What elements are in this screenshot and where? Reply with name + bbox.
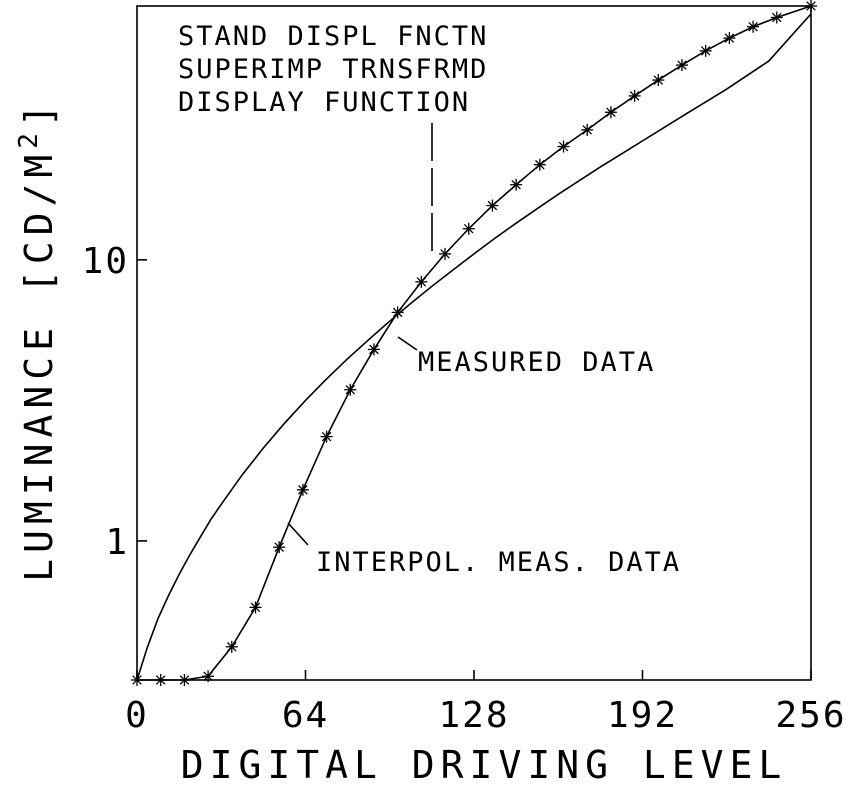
measured-markers (131, 0, 817, 686)
marker-stroke (321, 431, 332, 442)
marker-stroke (629, 91, 640, 101)
marker-stroke (535, 159, 545, 170)
y-axis-title: LUMINANCE [CD/M2] (14, 98, 61, 582)
marker-stroke (392, 307, 403, 318)
x-tick-label-0: 0 (125, 695, 149, 736)
measured-point (178, 674, 191, 686)
marker-stroke (369, 344, 379, 355)
y-tick-label-10: 10 (82, 241, 129, 282)
measured-point (723, 32, 736, 45)
marker-stroke (298, 485, 308, 495)
marker-stroke (606, 107, 616, 118)
measured-point (581, 123, 594, 136)
x-tick-labels: 0 64 128 192 256 (125, 695, 846, 736)
measured-point (604, 106, 617, 119)
measured-point (486, 199, 499, 212)
measured-point (462, 222, 475, 235)
y-tick-labels: 1 10 (82, 241, 129, 563)
x-tick-label-192: 192 (607, 695, 678, 736)
measured-point (344, 383, 357, 396)
measured-point (770, 11, 783, 24)
measured-point (557, 140, 570, 153)
measured-point (805, 0, 817, 12)
y-axis-title-main: LUMINANCE [CD/M (17, 149, 61, 582)
marker-stroke (558, 141, 569, 152)
marker-stroke (511, 179, 521, 190)
marker-stroke (250, 602, 261, 613)
measured-point (628, 89, 641, 102)
marker-stroke (132, 675, 142, 685)
measured-point (439, 247, 452, 260)
measured-point (273, 541, 286, 554)
y-ticks (137, 259, 147, 542)
marker-stroke (345, 384, 356, 395)
marker-stroke (771, 12, 782, 23)
x-tick-label-128: 128 (438, 695, 509, 736)
marker-stroke (806, 1, 816, 11)
annotation-interpolated-leader (287, 522, 309, 546)
measured-point (533, 158, 546, 171)
measured-point (391, 306, 404, 319)
annotation-standard-line1: STAND DISPL FNCTN (178, 21, 488, 52)
marker-stroke (416, 277, 427, 287)
annotation-interpolated-data: INTERPOL. MEAS. DATA (316, 547, 681, 578)
marker-stroke (227, 642, 237, 652)
measured-point (320, 430, 333, 443)
measured-point (415, 275, 428, 288)
marker-stroke (203, 671, 213, 682)
measured-point (652, 74, 665, 87)
measured-point (225, 640, 238, 653)
marker-stroke (274, 542, 284, 552)
annotation-measured-leader (397, 336, 418, 351)
marker-stroke (677, 60, 687, 70)
annotation-standard-line3: DISPLAY FUNCTION (178, 87, 470, 118)
annotation-measured-data: MEASURED DATA (418, 347, 655, 378)
x-tick-label-64: 64 (282, 695, 329, 736)
measured-point (675, 59, 688, 72)
y-axis-title-end: ] (17, 98, 61, 127)
measured-point (131, 674, 143, 686)
marker-stroke (724, 33, 735, 43)
y-tick-label-1: 1 (105, 522, 129, 563)
x-axis-title: DIGITAL DRIVING LEVEL (181, 743, 787, 787)
measured-point (367, 343, 380, 356)
x-ticks (136, 670, 812, 680)
series-line-0 (136, 13, 812, 681)
marker-stroke (653, 75, 664, 85)
measured-point (249, 601, 262, 614)
measured-point (747, 20, 760, 33)
measured-point (296, 483, 309, 496)
marker-stroke (700, 46, 711, 56)
marker-stroke (582, 125, 592, 135)
marker-stroke (179, 675, 190, 685)
measured-point (699, 44, 712, 57)
measured-point (154, 674, 167, 686)
marker-stroke (487, 200, 498, 211)
marker-stroke (748, 21, 758, 32)
annotation-standard-line2: SUPERIMP TRNSFRMD (178, 54, 488, 85)
measured-point (510, 178, 523, 191)
marker-stroke (463, 223, 474, 234)
marker-stroke (440, 249, 450, 259)
marker-stroke (155, 675, 166, 685)
measured-point (202, 670, 215, 683)
y-axis-title-sup: 2 (14, 127, 44, 149)
x-tick-label-256: 256 (775, 695, 846, 736)
